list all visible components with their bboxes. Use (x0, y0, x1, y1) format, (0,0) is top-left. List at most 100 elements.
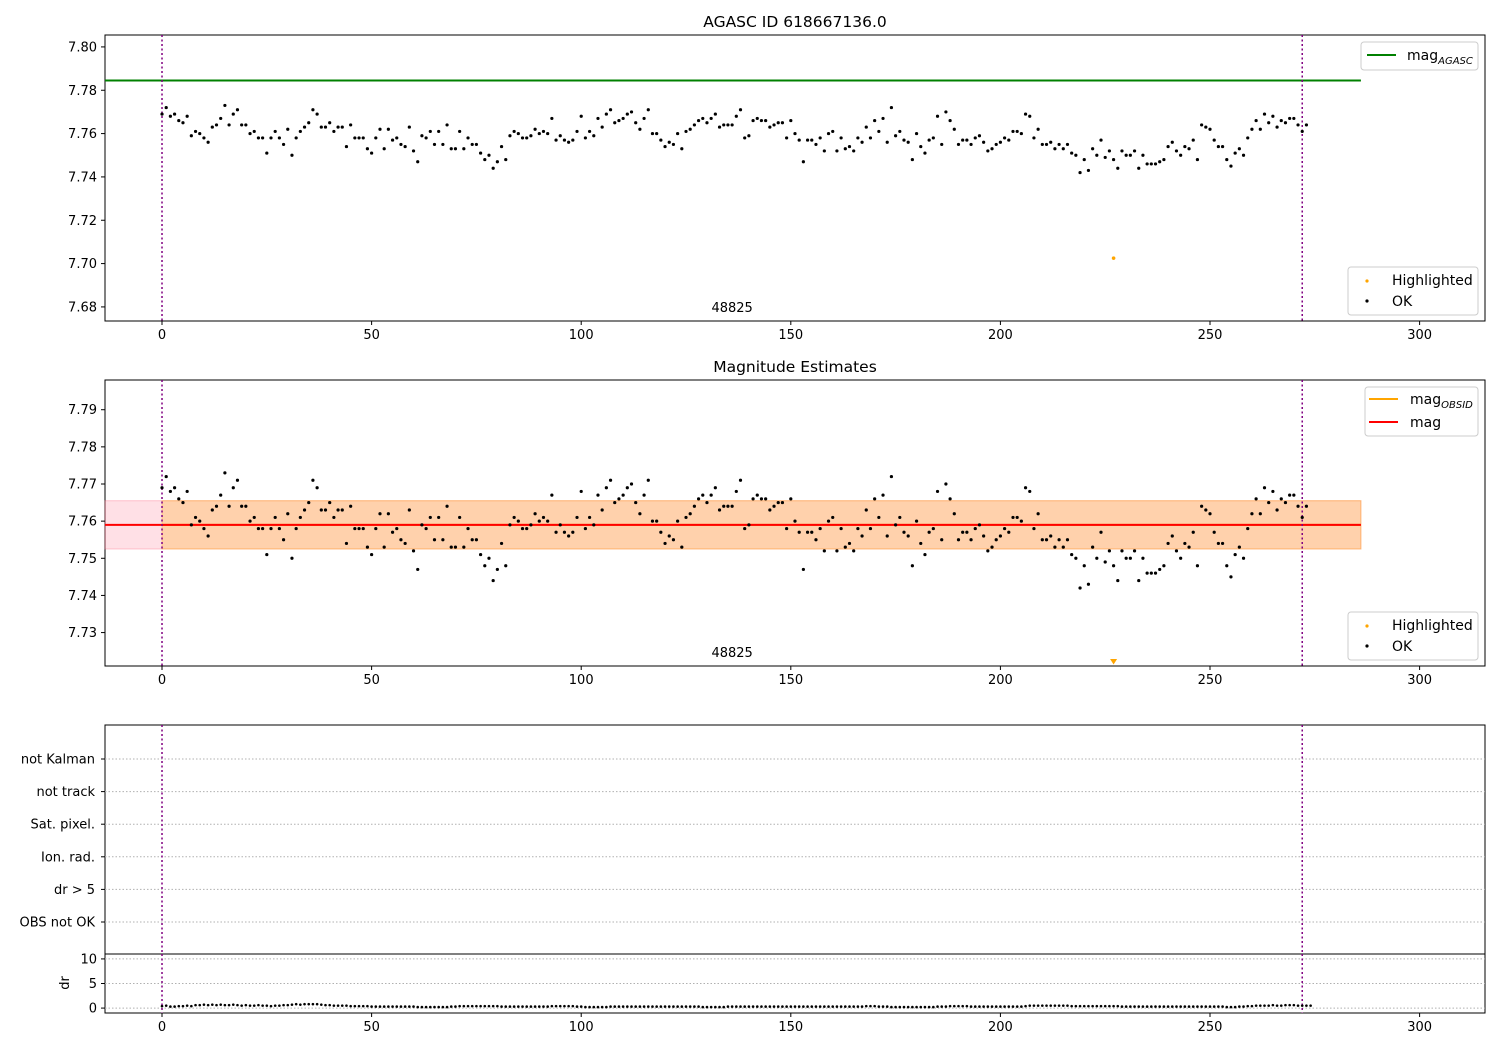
dr-point (315, 1002, 319, 1006)
ok-point (621, 116, 625, 121)
ok-point (751, 118, 755, 123)
dr-point (1011, 1005, 1015, 1008)
ok-point (298, 129, 302, 134)
y-tick-label: 0 (89, 1002, 97, 1017)
ok-point (793, 519, 797, 523)
ok-point (541, 515, 546, 520)
ok-point (449, 147, 453, 151)
panel-magnitudes-plot (104, 380, 1362, 666)
ok-point (873, 497, 877, 501)
ok-point (411, 149, 416, 153)
dr-point (831, 1005, 835, 1008)
dr-point (1212, 1005, 1216, 1008)
ok-point (382, 147, 386, 151)
dr-point (479, 1004, 482, 1008)
ok-point (826, 519, 831, 523)
dr-point (558, 1004, 562, 1008)
dr-point (227, 1003, 231, 1007)
dr-point (1036, 1004, 1040, 1007)
dr-point (1221, 1005, 1224, 1008)
ok-point (713, 112, 717, 116)
ok-point (407, 508, 411, 512)
dr-point (755, 1005, 759, 1008)
dr-point (181, 1004, 185, 1008)
ok-point (420, 134, 424, 138)
dr-point (735, 1005, 738, 1008)
ok-point (671, 142, 676, 147)
ok-point (206, 140, 210, 144)
ok-point (554, 138, 558, 142)
ok-point (961, 530, 965, 534)
ok-point (592, 134, 596, 138)
dr-point (588, 1005, 591, 1009)
dr-point (1170, 1005, 1174, 1008)
ok-point (617, 497, 621, 501)
ok-point (764, 118, 768, 123)
ok-point (395, 526, 399, 531)
ok-point (894, 134, 898, 138)
ok-point (1032, 526, 1036, 531)
dr-point (760, 1005, 763, 1008)
dr-point (1066, 1004, 1069, 1007)
dr-point (793, 1005, 797, 1008)
ok-point (432, 142, 437, 147)
dr-point (667, 1005, 671, 1008)
ok-point (1174, 149, 1179, 153)
ok-point (319, 508, 323, 512)
y-tick-label: 7.68 (68, 300, 97, 315)
ok-point (1116, 166, 1120, 170)
legend-agasc-ok-label: OK (1392, 294, 1413, 310)
ok-point (642, 493, 646, 497)
ok-point (600, 125, 604, 129)
ok-point (881, 493, 885, 497)
dr-point (814, 1005, 818, 1008)
ok-point (261, 526, 265, 531)
dr-point (697, 1005, 700, 1008)
ok-point (814, 142, 818, 147)
dr-point (1154, 1005, 1157, 1008)
ok-point (768, 125, 772, 129)
ok-point (755, 493, 759, 497)
ok-point (1044, 538, 1049, 542)
ok-point (1070, 151, 1074, 155)
ok-point (940, 538, 944, 542)
dr-point (269, 1004, 273, 1008)
y-tick-label: 7.72 (68, 214, 97, 229)
y-tick-label: 7.79 (68, 403, 97, 418)
dr-point (219, 1003, 222, 1006)
dr-point (160, 1004, 164, 1008)
ok-point (378, 512, 382, 516)
dr-point (802, 1005, 805, 1008)
ok-point (1082, 157, 1086, 162)
ok-point (1036, 127, 1040, 131)
ok-point (198, 131, 202, 136)
ok-point (1057, 142, 1061, 147)
ok-point (768, 508, 772, 512)
dr-point (340, 1004, 344, 1007)
ok-point (1195, 157, 1200, 162)
ok-point (466, 136, 470, 140)
dr-point (1300, 1004, 1304, 1007)
ok-point (508, 523, 512, 527)
y-tick-label: 7.78 (68, 440, 97, 455)
dr-point (491, 1004, 495, 1008)
ok-point (1166, 541, 1170, 546)
ok-point (1288, 493, 1292, 497)
ok-point (839, 136, 843, 140)
ok-point (458, 129, 462, 134)
dr-point (906, 1005, 910, 1009)
flag-category-label: Sat. pixel. (31, 818, 95, 833)
ok-point (1246, 526, 1250, 531)
ok-point (898, 515, 902, 520)
dr-point (1074, 1004, 1078, 1008)
ok-point (558, 134, 562, 138)
ok-point (676, 131, 680, 136)
dr-point (454, 1005, 457, 1008)
legend-magnitudes-points: Highlighted OK (1347, 611, 1479, 661)
flag-category-label: not Kalman (21, 753, 95, 768)
dr-point (1133, 1005, 1136, 1008)
dr-point (496, 1004, 499, 1008)
ok-point (1183, 144, 1187, 149)
panel-agasc: AGASC ID 618667136.0 48825 0 50 100 150 200 2… (68, 13, 1486, 343)
dr-point (324, 1003, 327, 1007)
